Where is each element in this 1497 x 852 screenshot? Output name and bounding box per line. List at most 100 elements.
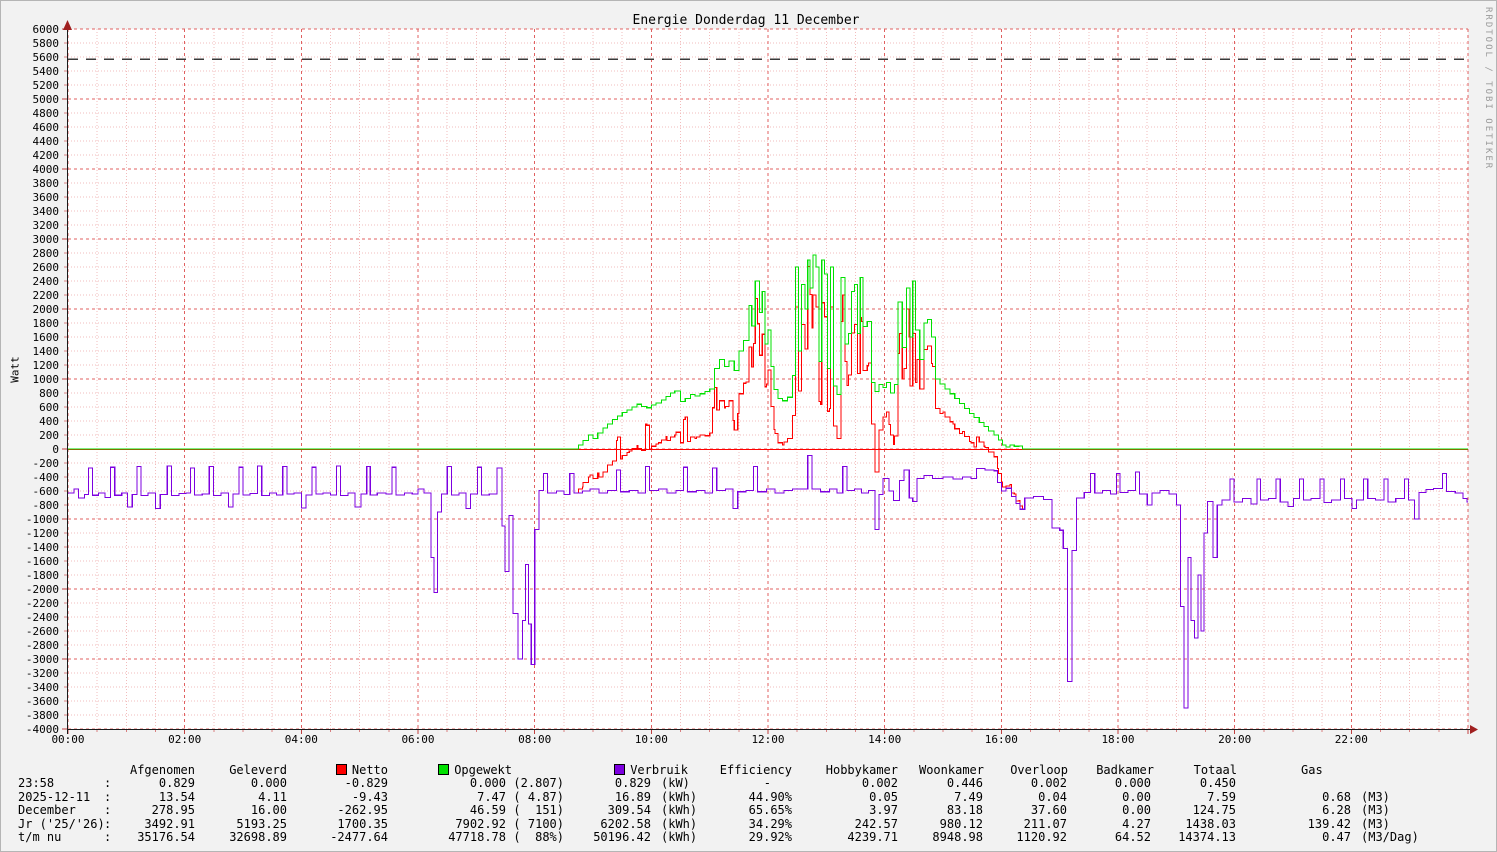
rrdtool-watermark: RRDTOOL / TOBI OETIKER <box>1483 7 1493 171</box>
column-header-netto: Netto <box>335 764 388 777</box>
table-cell: 64.52 <box>1114 830 1151 844</box>
table-cell: (kWh) <box>661 816 698 831</box>
y-axis-tick-label: -2000 <box>25 582 59 596</box>
table-cell: 0.829 <box>158 776 195 791</box>
table-cell: (M3) <box>1361 803 1390 818</box>
y-axis-tick-label: -1000 <box>25 512 59 526</box>
x-axis-arrow-icon <box>1470 725 1478 734</box>
y-axis-tick-label: -2200 <box>25 596 59 610</box>
x-axis-tick-label: 22:00 <box>1334 733 1368 746</box>
table-cell: 0.04 <box>1038 789 1067 804</box>
y-axis-tick-label: -400 <box>32 470 60 484</box>
y-axis-tick-label: -600 <box>32 484 60 498</box>
y-axis-tick-label: 1400 <box>32 344 60 358</box>
row-label-colon: : <box>104 830 112 844</box>
y-axis-tick-label: -800 <box>32 498 60 512</box>
x-axis-tick-label: 04:00 <box>284 733 318 746</box>
table-cell: 980.12 <box>939 816 983 831</box>
row-label: 23:58 <box>18 776 55 791</box>
x-axis-tick-label: 06:00 <box>401 733 435 746</box>
table-cell: ( 88%) <box>513 830 564 844</box>
row-label-colon: : <box>104 789 112 804</box>
table-cell: 32698.89 <box>229 830 287 844</box>
table-cell: 8948.98 <box>932 830 983 844</box>
column-header-afgenomen: Afgenomen <box>129 763 195 777</box>
table-cell: 0.47 <box>1322 830 1351 844</box>
y-axis-tick-label: 6000 <box>32 22 60 36</box>
table-cell: 37.60 <box>1030 803 1067 818</box>
y-axis-arrow-icon <box>63 20 72 30</box>
table-cell: (kWh) <box>661 830 698 844</box>
y-axis-tick-label: 4200 <box>32 148 60 162</box>
column-header-efficiency: Efficiency <box>719 763 792 777</box>
legend-swatch-netto <box>335 764 347 775</box>
chart-title: Energie Donderdag 11 December <box>632 13 860 28</box>
y-axis-tick-label: 0 <box>52 442 59 456</box>
table-cell: 7.47 <box>477 789 506 804</box>
y-axis-tick-label: -1400 <box>25 540 59 554</box>
column-header-verbruik: Verbruik <box>614 764 688 777</box>
table-cell: ( 151) <box>513 803 564 818</box>
table-cell: (M3) <box>1361 789 1390 804</box>
table-cell: 7.49 <box>954 789 983 804</box>
table-cell: 7.59 <box>1207 789 1236 804</box>
table-cell: 0.00 <box>1122 789 1151 804</box>
table-cell: 3.97 <box>869 803 898 818</box>
y-axis-tick-label: 3000 <box>32 232 60 246</box>
y-axis-tick-label: 2400 <box>32 274 60 288</box>
legend-swatch-opgewekt <box>438 764 450 775</box>
table-cell: 0.446 <box>946 776 983 791</box>
table-cell: 13.54 <box>158 789 195 804</box>
table-cell: 6.28 <box>1322 803 1351 818</box>
table-cell: 139.42 <box>1307 816 1351 831</box>
table-cell: 4.27 <box>1122 816 1151 831</box>
table-cell: 0.450 <box>1199 776 1236 791</box>
x-axis-tick-label: 20:00 <box>1218 733 1252 746</box>
row-label: December <box>18 803 76 818</box>
row-label: Jr ('25/'26) <box>18 816 105 831</box>
legend-swatch-verbruik <box>614 764 626 775</box>
row-label-colon: : <box>104 803 112 818</box>
table-cell: 1120.92 <box>1016 830 1067 844</box>
y-axis-tick-label: -200 <box>32 456 60 470</box>
table-cell: (kW) <box>661 776 690 791</box>
y-axis-tick-label: 3600 <box>32 190 60 204</box>
x-axis-tick-label: 00:00 <box>51 733 85 746</box>
column-header-overloop: Overloop <box>1010 763 1068 777</box>
x-axis-tick-label: 08:00 <box>518 733 552 746</box>
table-cell: -0.829 <box>344 776 388 791</box>
y-axis-tick-label: 5000 <box>32 92 60 106</box>
y-axis-tick-label: 5400 <box>32 64 60 78</box>
table-cell: (kWh) <box>661 789 698 804</box>
table-cell: 44.90% <box>748 789 792 804</box>
table-cell: 16.00 <box>250 803 287 818</box>
x-axis-tick-label: 14:00 <box>868 733 902 746</box>
table-cell: 0.05 <box>869 789 898 804</box>
y-axis-tick-label: -3800 <box>25 708 59 722</box>
table-cell: 4.11 <box>258 789 287 804</box>
table-cell: 4239.71 <box>847 830 898 844</box>
y-axis-tick-label: 4000 <box>32 162 60 176</box>
x-axis-tick-label: 18:00 <box>1101 733 1135 746</box>
y-axis-tick-label: 2600 <box>32 260 60 274</box>
y-axis-tick-label: 2800 <box>32 246 60 260</box>
y-axis-tick-label: 800 <box>39 386 59 400</box>
y-axis-tick-label: 400 <box>39 414 59 428</box>
y-axis-tick-label: 1800 <box>32 316 60 330</box>
table-cell: 0.000 <box>1114 776 1151 791</box>
series-verbruik-line <box>68 454 1468 709</box>
table-cell: 1700.35 <box>337 816 388 831</box>
y-axis-tick-label: -1200 <box>25 526 59 540</box>
column-header-badkamer: Badkamer <box>1096 763 1154 777</box>
table-cell: (2.807) <box>513 776 564 791</box>
table-cell: 0.002 <box>861 776 898 791</box>
y-axis-tick-label: -2400 <box>25 610 59 624</box>
table-cell: 46.59 <box>469 803 506 818</box>
y-axis-tick-label: 4400 <box>32 134 60 148</box>
table-cell: 124.75 <box>1192 803 1236 818</box>
table-cell: 35176.54 <box>137 830 195 844</box>
table-cell: 47718.78 <box>448 830 506 844</box>
table-cell: 83.18 <box>946 803 983 818</box>
y-axis-tick-label: 5800 <box>32 36 60 50</box>
column-header-opgewekt: Opgewekt <box>438 764 512 777</box>
